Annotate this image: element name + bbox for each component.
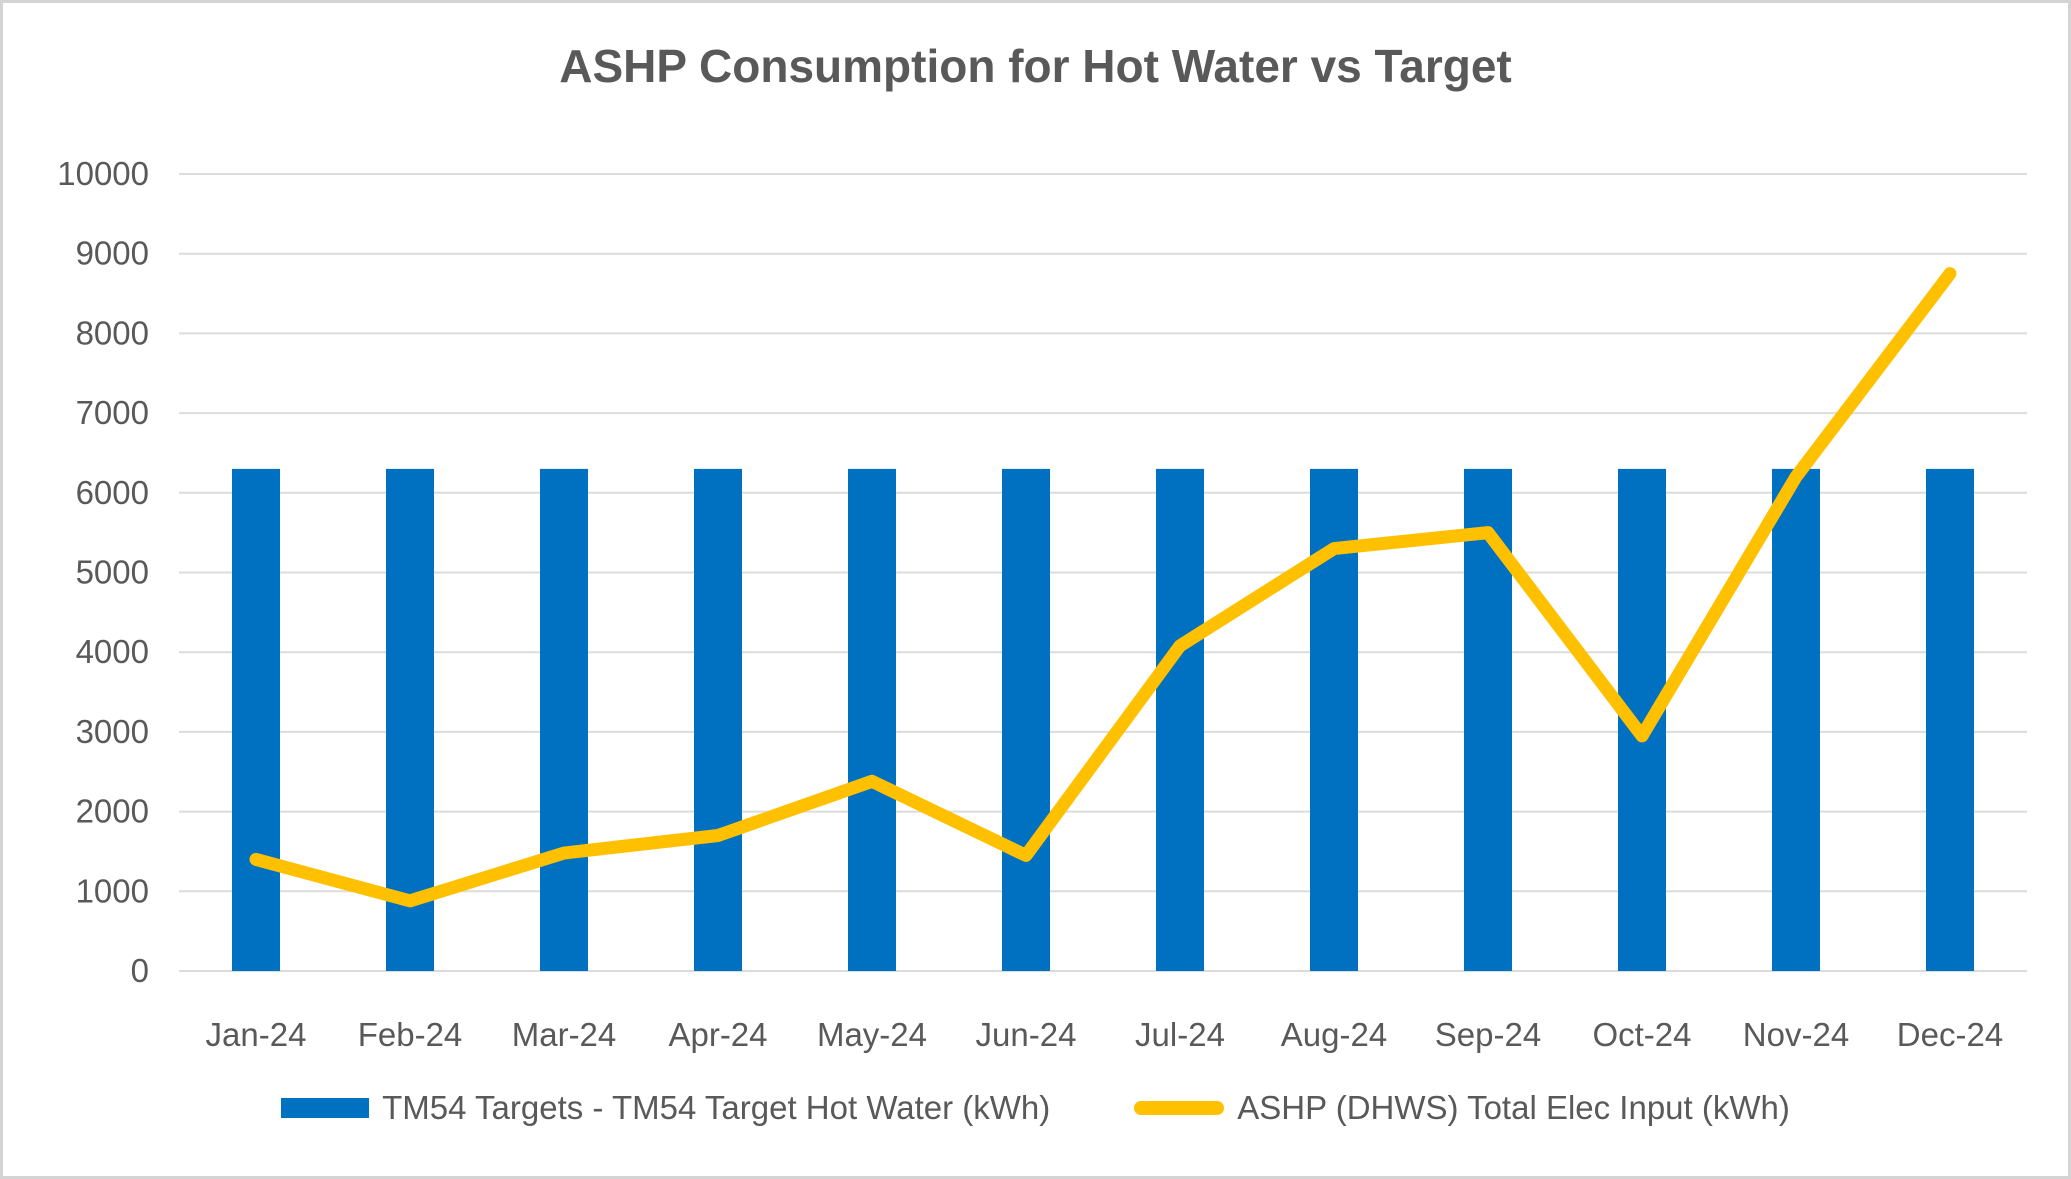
y-axis-tick-label: 4000	[76, 633, 149, 670]
chart-legend: TM54 Targets - TM54 Target Hot Water (kW…	[3, 1089, 2068, 1127]
x-axis-tick-label: Mar-24	[512, 1016, 617, 1053]
y-axis-tick-label: 1000	[76, 872, 149, 909]
x-axis-tick-label: Jan-24	[206, 1016, 307, 1053]
target-bar-jan-24	[232, 468, 280, 971]
target-bar-nov-24	[1772, 468, 1820, 971]
y-axis-tick-label: 5000	[76, 554, 149, 591]
y-axis-tick-label: 8000	[76, 314, 149, 351]
bar-series-swatch	[281, 1098, 370, 1118]
chart-title: ASHP Consumption for Hot Water vs Target	[559, 40, 1512, 92]
x-axis-tick-label: Nov-24	[1743, 1016, 1849, 1053]
x-axis-tick-label: Oct-24	[1592, 1016, 1691, 1053]
y-axis-tick-label: 7000	[76, 394, 149, 431]
y-axis-tick-label: 0	[131, 952, 149, 989]
legend-item-ashp-elec-input: ASHP (DHWS) Total Elec Input (kWh)	[1134, 1089, 1790, 1127]
x-axis-tick-label: Sep-24	[1435, 1016, 1541, 1053]
x-axis-tick-label: Jul-24	[1135, 1016, 1225, 1053]
y-axis-tick-label: 10000	[57, 155, 149, 192]
target-bar-mar-24	[540, 468, 588, 971]
legend-label-tm54-targets: TM54 Targets - TM54 Target Hot Water (kW…	[382, 1089, 1051, 1126]
legend-label-ashp-elec-input: ASHP (DHWS) Total Elec Input (kWh)	[1237, 1089, 1790, 1126]
y-axis-tick-label: 6000	[76, 474, 149, 511]
target-bar-feb-24	[386, 468, 434, 971]
line-series-swatch	[1134, 1101, 1225, 1115]
x-axis-tick-label: Dec-24	[1897, 1016, 2003, 1053]
target-bar-jul-24	[1156, 468, 1204, 971]
legend-item-tm54-targets: TM54 Targets - TM54 Target Hot Water (kW…	[281, 1089, 1050, 1127]
consumption-line	[249, 267, 1957, 908]
x-axis-tick-label: Feb-24	[358, 1016, 463, 1053]
y-axis-tick-label: 3000	[76, 713, 149, 750]
x-axis-tick-label: Aug-24	[1281, 1016, 1387, 1053]
y-axis-tick-label: 2000	[76, 793, 149, 830]
target-bar-dec-24	[1926, 468, 1974, 971]
x-axis-tick-label: Jun-24	[976, 1016, 1077, 1053]
x-axis-tick-label: May-24	[817, 1016, 927, 1053]
target-bar-jun-24	[1002, 468, 1050, 971]
x-axis-tick-label: Apr-24	[668, 1016, 767, 1053]
target-bar-may-24	[848, 468, 896, 971]
target-bar-apr-24	[694, 468, 742, 971]
y-axis-tick-label: 9000	[76, 235, 149, 272]
chart-plot-area: 0 1000 2000 3000 4000 5000 6000 7000 8000 9000 100…	[57, 155, 2027, 1053]
